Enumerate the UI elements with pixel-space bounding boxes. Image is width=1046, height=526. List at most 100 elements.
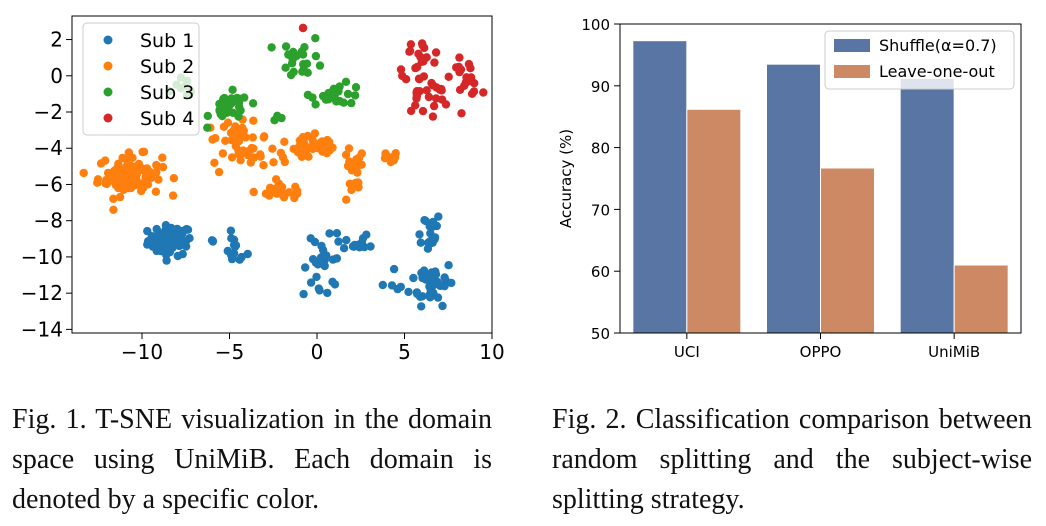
scatter-point-sub-4 <box>429 101 439 111</box>
scatter-point-sub-2 <box>168 191 178 200</box>
scatter-point-sub-2 <box>291 182 300 191</box>
scatter-point-sub-2 <box>208 135 217 144</box>
scatter-point-sub-4 <box>412 88 421 98</box>
scatter-point-sub-2 <box>238 123 247 133</box>
x-tick-label: 5 <box>398 340 411 364</box>
scatter-point-sub-1 <box>325 229 334 238</box>
scatter-point-sub-3 <box>351 83 361 92</box>
scatter-point-sub-1 <box>243 249 252 259</box>
scatter-point-sub-2 <box>290 193 299 203</box>
legend-label: Sub 1 <box>140 30 194 52</box>
scatter-point-sub-4 <box>457 109 466 118</box>
scatter-point-sub-1 <box>378 280 387 290</box>
scatter-point-sub-2 <box>218 149 228 158</box>
scatter-point-sub-3 <box>215 99 224 109</box>
scatter-point-sub-2 <box>247 143 256 153</box>
scatter-point-sub-1 <box>339 244 349 253</box>
bar-shuffle <box>766 63 821 334</box>
scatter-point-sub-2 <box>319 141 329 150</box>
y-tick-label: 70 <box>591 201 610 219</box>
scatter-point-sub-2 <box>352 155 361 164</box>
scatter-point-sub-2 <box>109 166 119 176</box>
scatter-point-sub-2 <box>115 192 125 202</box>
scatter-point-sub-2 <box>102 175 111 185</box>
scatter-point-sub-2 <box>214 167 224 177</box>
scatter-point-sub-4 <box>437 86 446 95</box>
scatter-point-sub-1 <box>423 244 433 253</box>
scatter-point-sub-1 <box>342 235 351 245</box>
scatter-point-sub-3 <box>315 61 325 70</box>
scatter-point-sub-3 <box>287 59 297 68</box>
scatter-point-sub-4 <box>298 23 308 33</box>
scatter-point-sub-2 <box>236 156 245 165</box>
legend-swatch <box>834 39 870 52</box>
scatter-point-sub-2 <box>249 187 258 197</box>
x-tick-label: 0 <box>311 340 324 364</box>
scatter-point-sub-1 <box>434 212 443 221</box>
scatter-point-sub-2 <box>391 149 400 158</box>
scatter-point-sub-3 <box>311 51 321 61</box>
x-tick-label: UCI <box>674 343 700 361</box>
scatter-point-sub-2 <box>265 187 275 196</box>
y-tick-label: 100 <box>581 16 610 34</box>
legend-marker <box>103 87 113 97</box>
plot-frame <box>71 15 493 334</box>
legend: Sub 1 Sub 2 Sub 3 Sub 4 <box>82 22 200 136</box>
scatter-point-sub-2 <box>328 143 337 152</box>
y-tick-label: 60 <box>591 263 610 281</box>
scatter-point-sub-2 <box>304 152 313 161</box>
scatter-point-sub-2 <box>305 143 314 152</box>
y-tick-label: 90 <box>591 78 610 96</box>
scatter-point-sub-2 <box>140 167 149 176</box>
scatter-point-sub-3 <box>324 88 333 98</box>
scatter-point-sub-2 <box>311 143 321 152</box>
scatter-point-sub-3 <box>284 50 293 59</box>
scatter-point-sub-1 <box>157 230 166 239</box>
scatter-point-sub-4 <box>431 48 441 57</box>
bar-leave-one-out <box>953 264 1009 334</box>
scatter-point-sub-3 <box>273 111 282 121</box>
bars <box>632 40 1009 334</box>
scatter-point-sub-3 <box>203 111 212 121</box>
y-axis-label: Accuracy (%) <box>557 129 575 228</box>
legend-label: Shuffle(α=0.7) <box>879 36 997 55</box>
scatter-point-sub-1 <box>167 223 176 233</box>
scatter-point-sub-1 <box>387 281 397 290</box>
scatter-point-sub-2 <box>114 159 123 168</box>
scatter-point-sub-4 <box>422 86 431 95</box>
scatter-point-sub-1 <box>366 242 375 251</box>
scatter-point-sub-1 <box>421 216 430 226</box>
scatter-point-sub-4 <box>413 62 422 72</box>
scatter-point-sub-3 <box>341 77 351 87</box>
scatter-point-sub-4 <box>470 79 479 88</box>
scatter-point-sub-4 <box>401 75 411 84</box>
scatter-point-sub-4 <box>466 63 475 73</box>
scatter-point-sub-2 <box>276 148 286 158</box>
scatter-point-sub-4 <box>441 100 451 109</box>
plot-frame <box>619 23 1022 334</box>
scatter-point-sub-2 <box>249 153 259 162</box>
scatter-point-sub-4 <box>455 53 464 62</box>
scatter-point-sub-1 <box>318 245 328 255</box>
scatter-point-sub-2 <box>146 173 156 183</box>
scatter-point-sub-2 <box>121 166 130 175</box>
x-tick-label: OPPO <box>800 343 842 361</box>
y-tick-label: −8 <box>34 209 63 233</box>
scatter-point-sub-1 <box>424 238 433 247</box>
scatter-point-sub-3 <box>324 95 333 104</box>
scatter-point-sub-1 <box>182 225 191 234</box>
scatter-point-sub-4 <box>396 65 406 74</box>
scatter-point-sub-4 <box>417 39 427 48</box>
scatter-point-sub-3 <box>289 67 298 77</box>
scatter-point-sub-2 <box>111 180 121 190</box>
scatter-point-sub-3 <box>347 98 356 108</box>
scatter-point-sub-2 <box>256 150 265 159</box>
scatter-point-sub-4 <box>430 58 439 67</box>
scatter-point-sub-2 <box>344 144 354 153</box>
legend-label: Sub 2 <box>140 56 194 78</box>
scatter-point-sub-2 <box>210 158 219 167</box>
scatter-point-sub-2 <box>101 156 110 165</box>
scatter-point-sub-2 <box>227 135 236 145</box>
scatter-point-sub-1 <box>323 288 332 298</box>
scatter-point-sub-1 <box>433 278 442 288</box>
